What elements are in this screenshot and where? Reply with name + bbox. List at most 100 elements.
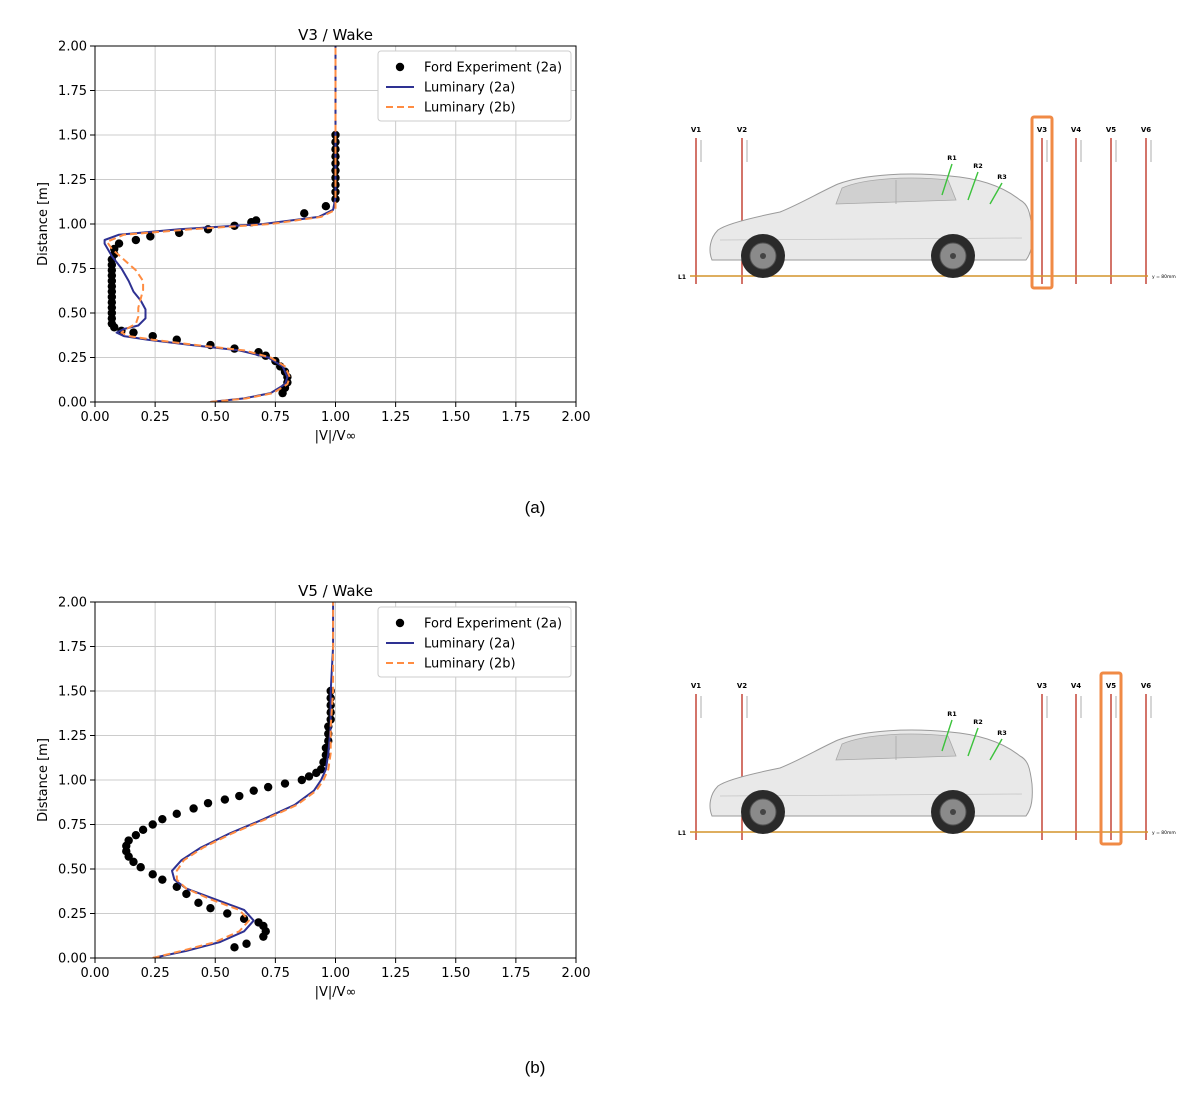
probe-label: V1 [691, 682, 701, 690]
experiment-data-point [124, 836, 133, 845]
experiment-data-point [223, 909, 232, 918]
region-marker-line [989, 738, 1003, 761]
x-tick-label: 0.00 [81, 966, 110, 981]
x-tick-label: 1.25 [381, 966, 410, 981]
region-label: R3 [997, 729, 1007, 737]
region-marker-line [941, 719, 953, 752]
y-tick-label: 1.25 [58, 173, 87, 188]
x-tick-label: 0.75 [261, 966, 290, 981]
x-tick-label: 1.50 [441, 966, 470, 981]
series-2-group [106, 46, 337, 402]
legend-entry-label: Luminary (2a) [424, 637, 515, 652]
experiment-data-point [254, 918, 263, 927]
region-marker-line [989, 182, 1003, 205]
series-0-group [122, 686, 335, 952]
experiment-data-point [129, 857, 138, 867]
x-tick-label: 2.00 [562, 410, 591, 425]
region-marker-line [967, 171, 979, 201]
experiment-data-point [138, 825, 148, 835]
experiment-data-point [110, 244, 119, 254]
experiment-data-point [251, 216, 261, 225]
probe-label: V4 [1071, 682, 1081, 690]
car-wheel-hub [760, 253, 766, 259]
x-tick-label: 0.50 [201, 966, 230, 981]
x-tick-label: 0.75 [261, 410, 290, 425]
x-tick-label: 2.00 [562, 966, 591, 981]
car-wheel-hub [950, 809, 956, 815]
experiment-data-point [297, 775, 307, 785]
legend-entry-label: Ford Experiment (2a) [424, 61, 562, 76]
region-label: R3 [997, 173, 1007, 181]
x-tick-label: 1.00 [321, 410, 350, 425]
legend-entry-label: Luminary (2b) [424, 101, 516, 116]
car-probe-diagram-v3-svg: V1 V2 V3 V4 V5 V6 L1 y = 80mm R1 R2 R3 [678, 115, 1176, 290]
experiment-data-point [220, 795, 230, 804]
chart-v5-wake: 0.00 0.25 0.50 0.75 1.00 1.25 1.50 1.75 2.00 0.00… [0, 566, 600, 1026]
experiment-data-point [189, 804, 198, 813]
x-tick-label: 0.00 [81, 410, 110, 425]
experiment-data-point [242, 939, 251, 948]
legend-box [377, 50, 572, 122]
series-2-group [152, 602, 335, 958]
experiment-data-point [319, 758, 328, 767]
region-marker-line [967, 727, 979, 757]
experiment-data-point [239, 914, 249, 924]
ground-line-label: L1 [678, 830, 686, 837]
plot-frame [94, 601, 577, 959]
ground-line-label: L1 [678, 274, 686, 281]
experiment-data-point [148, 820, 157, 829]
experiment-data-point [146, 232, 155, 241]
experiment-data-point [136, 863, 145, 872]
y-tick-label: 0.50 [58, 863, 87, 878]
experiment-data-point [172, 809, 181, 819]
region-label: R2 [973, 718, 983, 726]
x-tick-label: 1.75 [501, 966, 530, 981]
chart-title: V3 / Wake [298, 26, 373, 44]
car-probe-diagram-v3: V1 V2 V3 V4 V5 V6 L1 y = 80mm R1 R2 R3 [660, 100, 1180, 330]
panel-label-b: (b) [524, 1058, 546, 1077]
car-probe-diagram-v5: V1 V2 V3 V4 V5 V6 L1 y = 80mm R1 R2 R3 [660, 656, 1180, 886]
probe-label: V6 [1141, 682, 1151, 690]
probe-label: V4 [1071, 126, 1081, 134]
experiment-data-point [304, 772, 314, 781]
y-axis-label: Distance [m] [36, 182, 51, 266]
region-label: R2 [973, 162, 983, 170]
x-tick-label: 0.25 [141, 966, 170, 981]
region-label: R1 [947, 710, 957, 718]
x-tick-label: 0.25 [141, 410, 170, 425]
experiment-data-point [321, 202, 331, 211]
experiment-data-point [300, 209, 309, 218]
experiment-data-point [131, 235, 141, 245]
x-tick-label: 0.50 [201, 410, 230, 425]
experiment-data-point [148, 331, 157, 341]
experiment-data-point [316, 765, 326, 774]
legend-box [377, 606, 572, 678]
experiment-data-point [206, 903, 215, 913]
probe-label: V3 [1037, 126, 1047, 134]
y-axis-label: Distance [m] [36, 738, 51, 822]
x-tick-label: 1.75 [501, 410, 530, 425]
panel-label-a: (a) [524, 498, 546, 517]
probe-label: V6 [1141, 126, 1151, 134]
experiment-data-point [182, 889, 191, 899]
series-1-group [152, 602, 335, 958]
region-marker-line [941, 163, 953, 196]
experiment-data-point [148, 870, 157, 879]
chart-title: V5 / Wake [298, 582, 373, 600]
experiment-data-point [263, 782, 273, 792]
x-tick-label: 1.25 [381, 410, 410, 425]
chart-v5-wake-svg: 0.00 0.25 0.50 0.75 1.00 1.25 1.50 1.75 2.00 0.00… [36, 582, 591, 1000]
y-tick-label: 0.75 [58, 262, 87, 277]
experiment-data-point [172, 882, 181, 891]
experiment-data-point [131, 830, 141, 840]
experiment-data-point [129, 328, 138, 337]
highlight-box [1030, 115, 1054, 290]
probe-label: V2 [737, 126, 747, 134]
probe-label: V3 [1037, 682, 1047, 690]
car-wheel-hub [950, 253, 956, 259]
legend-entry-label: Ford Experiment (2a) [424, 617, 562, 632]
experiment-data-point [280, 779, 290, 788]
y-tick-label: 1.50 [58, 685, 87, 700]
y-tick-label: 1.00 [58, 774, 87, 789]
legend-marker-experiment [395, 62, 405, 72]
